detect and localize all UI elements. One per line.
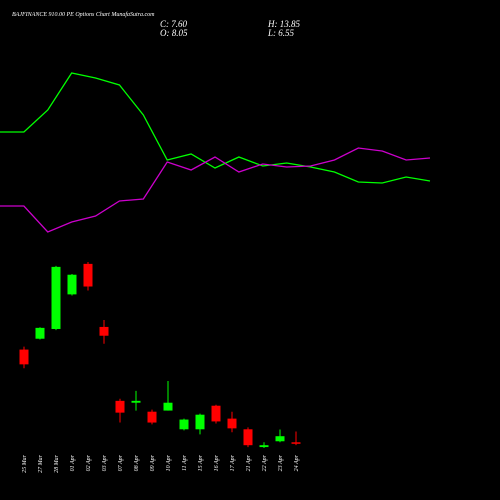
candle-body [195,414,205,430]
x-tick-label: 01 Apr [70,454,76,471]
candle-body [115,400,125,413]
x-tick-label: 10 Apr [166,454,172,471]
candle-body [83,263,93,287]
chart-title: BAJFINANCE 910.00 PE Options Chart Munaf… [12,11,155,18]
candle-body [211,405,221,422]
x-tick-label: 08 Apr [134,454,140,471]
x-tick-label: 16 Apr [214,454,220,471]
x-tick-label: 03 Apr [102,454,108,471]
x-tick-label: 28 Mar [54,454,60,472]
x-tick-label: 15 Apr [198,454,204,471]
indicator-line [0,72,431,184]
x-tick-label: 11 Apr [182,454,188,471]
x-tick-label: 23 Apr [278,454,284,471]
x-tick-label: 02 Apr [86,454,92,471]
candle-body [243,429,253,446]
candle-body [179,419,189,430]
candle-body [67,274,77,295]
candle-body [35,327,45,339]
candle-body [51,266,61,329]
candle-body [163,402,173,411]
candle-body [275,436,285,442]
candle-body [259,445,269,448]
candle-body [19,349,29,365]
candle-body [131,400,141,403]
candle-body [227,418,237,429]
x-tick-label: 22 Apr [262,454,268,471]
candle-body [147,411,157,423]
x-tick-label: 07 Apr [118,454,124,471]
indicator-line [0,147,431,233]
high-label: H: 13.85 [267,19,300,29]
x-tick-label: 21 Apr [246,454,252,471]
x-tick-label: 24 Apr [293,454,300,471]
open-label: O: 8.05 [160,28,188,38]
candle-body [291,442,301,444]
x-tick-label: 09 Apr [150,454,156,471]
x-tick-label: 27 Mar [38,454,44,472]
x-tick-label: 17 Apr [230,454,236,471]
close-label: C: 7.60 [160,19,188,29]
low-label: L: 6.55 [267,28,295,38]
x-tick-label: 25 Mar [22,454,28,472]
candle-body [99,326,109,336]
